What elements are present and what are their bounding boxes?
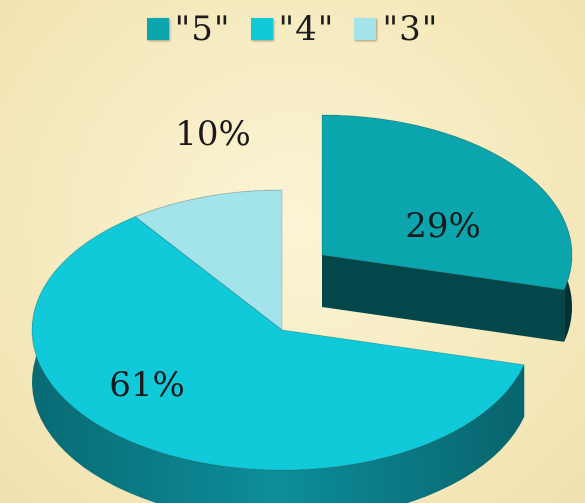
legend-label-3: "3": [382, 9, 439, 49]
legend-item-4: "4": [250, 9, 335, 49]
legend-item-3: "3": [354, 9, 438, 49]
chart-legend: "5" "4" "3": [0, 6, 585, 52]
legend-swatch-4: [250, 18, 273, 40]
pie-slice-4: [31, 216, 525, 503]
pie-wall-5-1: [322, 255, 565, 342]
pct-label-3: 10%: [175, 114, 251, 154]
legend-label-4: "4": [278, 9, 335, 49]
pie-top-4: [31, 216, 525, 471]
pie-top-3: [134, 189, 283, 332]
legend-swatch-5: [146, 18, 169, 40]
pct-label-5: 29%: [405, 206, 481, 246]
pie-layer: [31, 114, 573, 503]
pct-label-4: 61%: [109, 365, 185, 405]
legend-swatch-3: [354, 18, 377, 40]
legend-label-5: "5": [174, 9, 231, 49]
legend-item-5: "5": [146, 9, 231, 49]
pie-top-5: [321, 114, 573, 291]
pie-slice-5: [321, 114, 573, 342]
